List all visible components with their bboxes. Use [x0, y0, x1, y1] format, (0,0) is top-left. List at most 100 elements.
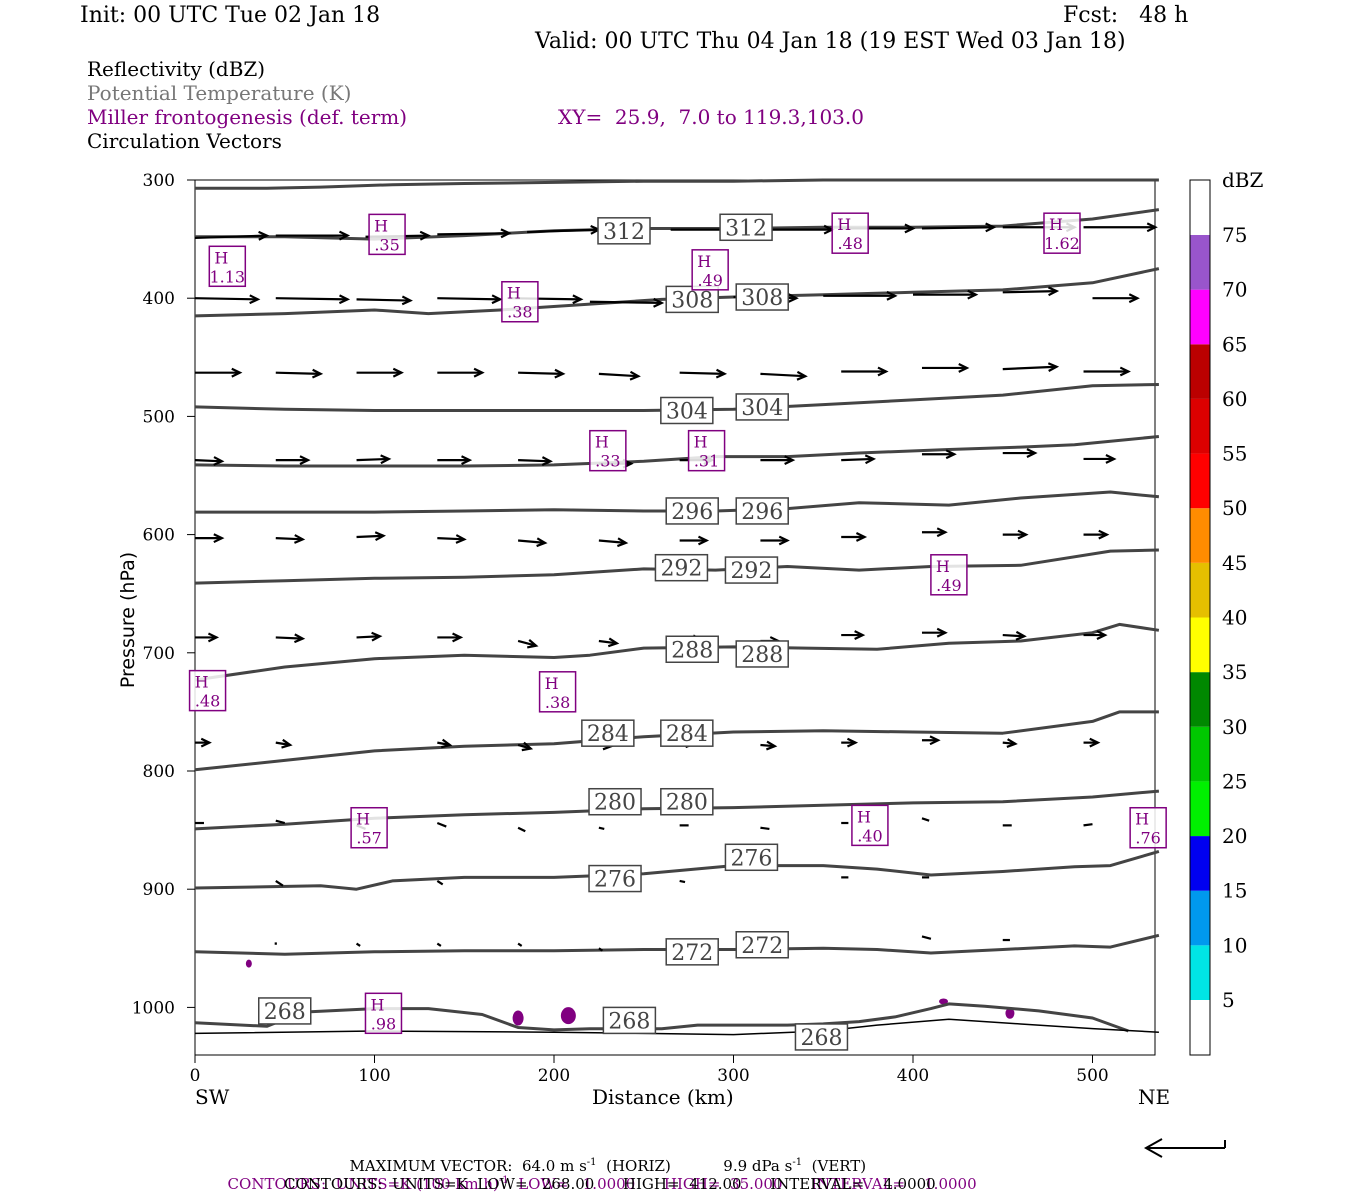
- miller-high-.49: H.49: [691, 249, 729, 291]
- miller-high-1.13: H1.13: [208, 245, 247, 288]
- legend-miller: Miller frontogenesis (def. term): [87, 105, 408, 129]
- vector-shaft: [517, 639, 537, 647]
- vector-shaft: [355, 942, 361, 947]
- theta-label-304: 304: [735, 393, 789, 421]
- vector-head: [1098, 529, 1110, 540]
- theta-label-text: 308: [741, 286, 783, 311]
- miller-contour-range: LOW= 1.0000 HIGH= 35.000 INTERVAL= 1.000…: [518, 1175, 977, 1193]
- theta-label-box: [665, 285, 719, 314]
- theta-label-308: 308: [735, 283, 789, 311]
- vector-head: [258, 230, 270, 241]
- theta-label-276: 276: [588, 864, 642, 893]
- theta-label-box: [660, 719, 714, 747]
- theta-label-box: [665, 938, 719, 966]
- miller-high-value: .49: [697, 271, 722, 290]
- reference-vector-arrow: [1143, 1138, 1226, 1158]
- vector-shaft: [679, 879, 686, 884]
- vector-shaft: [760, 372, 806, 378]
- vector-head: [904, 223, 916, 234]
- miller-high-box: [691, 249, 729, 291]
- reflectivity-layer: [245, 959, 1015, 1026]
- vector-shaft: [436, 880, 444, 886]
- theta-label-box: [735, 640, 789, 668]
- x-tick-label: 300: [717, 1066, 749, 1086]
- max-vector-horiz-exp: -1: [586, 1157, 597, 1168]
- miller-high-h: H: [1049, 215, 1063, 234]
- miller-high-value: .98: [371, 1014, 396, 1033]
- vector-shaft: [1083, 823, 1093, 827]
- max-vector-vert-tag: (VERT): [811, 1157, 867, 1175]
- theta-label-304: 304: [660, 396, 714, 424]
- vector-head: [877, 366, 889, 377]
- miller-high-box: [851, 804, 889, 847]
- vector-shaft: [921, 817, 930, 822]
- vector-shaft: [517, 826, 526, 833]
- max-vector-horiz: 64.0 m s: [521, 1157, 587, 1175]
- y-tick-label: 300: [143, 171, 175, 191]
- theta-label-text: 312: [603, 220, 645, 245]
- miller-high-h: H: [857, 807, 871, 826]
- theta-label-288: 288: [665, 635, 719, 664]
- theta-label-box: [665, 635, 719, 664]
- vector-head: [846, 737, 859, 748]
- vector-head: [213, 533, 225, 544]
- miller-high-value: .31: [694, 452, 719, 471]
- vector-shaft: [437, 297, 501, 301]
- vector-head: [616, 537, 629, 548]
- vector-shaft: [356, 457, 389, 462]
- theta-label-box: [735, 283, 789, 311]
- vector-shaft: [275, 537, 303, 541]
- colorbar-tick-label: 75: [1222, 223, 1247, 247]
- miller-high-h: H: [507, 284, 521, 303]
- vector-shaft: [518, 371, 564, 375]
- miller-high-h: H: [370, 995, 384, 1014]
- vector-head: [311, 368, 324, 379]
- vector-head: [380, 454, 392, 465]
- vector-shaft: [679, 371, 725, 375]
- vector-shaft: [518, 459, 551, 463]
- colorbar-tick-label: 25: [1222, 769, 1247, 793]
- vector-shaft: [437, 537, 465, 541]
- colorbar-swatch: [1190, 836, 1210, 891]
- vector-head: [945, 449, 957, 460]
- theta-label-box: [794, 1023, 849, 1051]
- y-axis-title: Pressure (hPa): [117, 551, 139, 689]
- vector-head: [1128, 293, 1140, 304]
- theta-label-288: 288: [735, 640, 789, 668]
- miller-high-value: .76: [1135, 829, 1160, 848]
- vector-head: [1026, 448, 1038, 458]
- colorbar-tick-label: 20: [1222, 824, 1247, 848]
- colorbar-swatch: [1190, 398, 1210, 454]
- terrain-line: [194, 1018, 1159, 1036]
- theta-contour-288: [194, 622, 1160, 682]
- miller-high-h: H: [545, 674, 559, 693]
- miller-high-.57: H.57: [350, 806, 388, 849]
- vector-head: [1146, 222, 1158, 233]
- theta-label-box: [735, 497, 789, 525]
- miller-high-value: .35: [374, 235, 399, 254]
- vector-head: [765, 740, 778, 751]
- miller-high-box: [1043, 212, 1081, 254]
- cross-section-endpoints: XY= 25.9, 7.0 to 119.3,103.0: [558, 105, 864, 129]
- vector-shaft: [598, 826, 605, 830]
- colorbar-swatch: [1190, 726, 1210, 782]
- vector-head: [213, 456, 225, 466]
- theta-label-text: 280: [594, 791, 636, 816]
- theta-label-box: [724, 556, 779, 584]
- theta-label-text: 308: [671, 288, 713, 313]
- theta-label-text: 292: [660, 557, 702, 582]
- vector-shaft: [437, 232, 510, 236]
- x-axis-title: Distance (km): [592, 1085, 734, 1109]
- theta-label-box: [719, 213, 773, 242]
- miller-high-box: [208, 245, 247, 288]
- theta-label-text: 280: [666, 791, 708, 816]
- miller-high-box: [1129, 806, 1167, 849]
- x-tick-label: 400: [897, 1066, 929, 1086]
- theta-label-text: 312: [725, 216, 767, 241]
- miller-high-box: [831, 212, 869, 254]
- vector-head: [338, 294, 351, 305]
- forecast-hour: Fcst: 48 h: [1063, 3, 1189, 28]
- theta-label-text: 268: [800, 1026, 842, 1051]
- miller-high-value: .48: [837, 234, 862, 253]
